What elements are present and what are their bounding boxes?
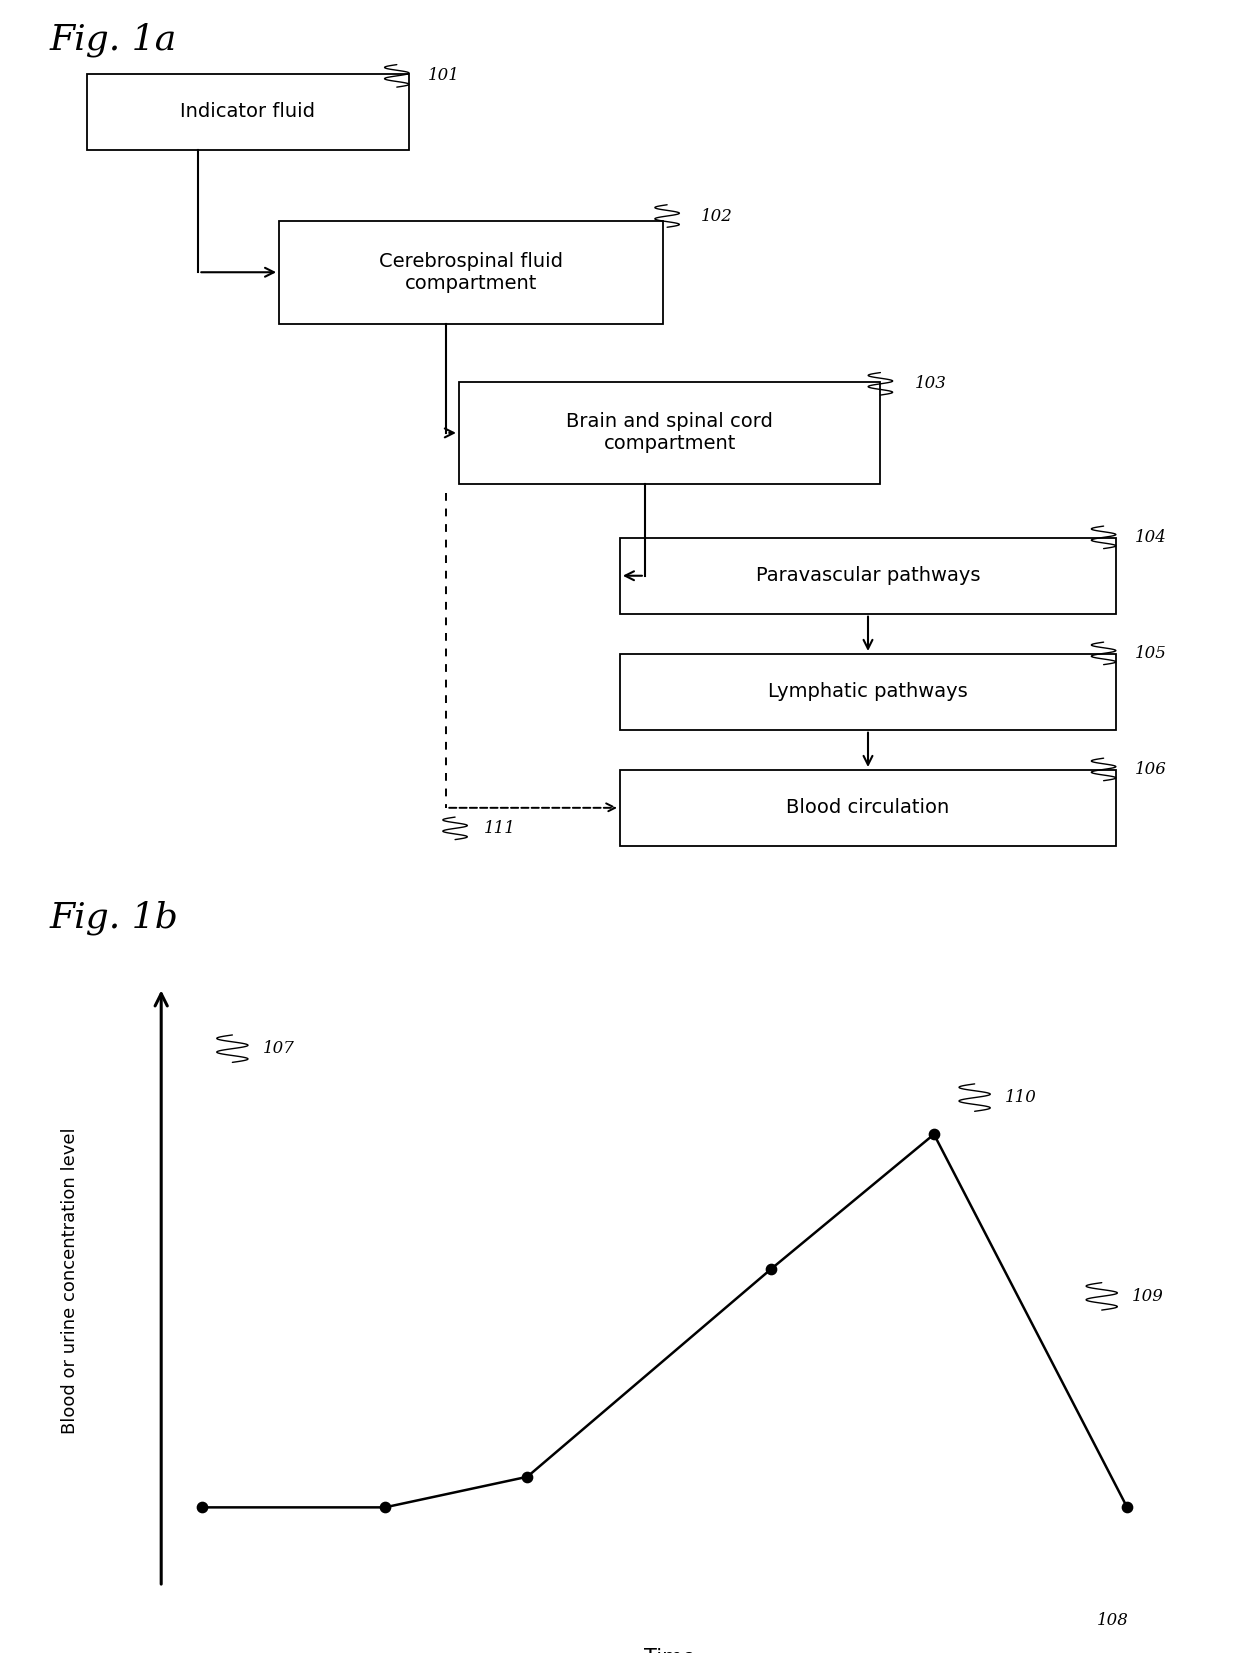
Text: 105: 105 [1135,645,1167,661]
Text: Blood or urine concentration level: Blood or urine concentration level [61,1127,78,1435]
Text: 102: 102 [701,208,733,225]
Bar [459,382,880,484]
Point [192,1494,212,1521]
Text: 101: 101 [428,68,460,84]
Text: Fig. 1a: Fig. 1a [50,23,177,56]
Text: 108: 108 [1096,1612,1128,1628]
Point [1117,1494,1137,1521]
Text: Blood circulation: Blood circulation [786,798,950,817]
Point [761,1256,781,1283]
Point [924,1121,944,1147]
Point [517,1463,537,1489]
Text: Paravascular pathways: Paravascular pathways [755,567,981,585]
Text: Lymphatic pathways: Lymphatic pathways [768,683,968,701]
Text: 103: 103 [915,375,947,392]
Bar [620,770,1116,846]
Text: 107: 107 [263,1040,295,1058]
Text: 109: 109 [1132,1288,1164,1304]
Bar [620,537,1116,613]
Bar [279,222,663,324]
Text: Brain and spinal cord
compartment: Brain and spinal cord compartment [567,412,773,453]
Text: Cerebrospinal fluid
compartment: Cerebrospinal fluid compartment [379,251,563,293]
Text: 111: 111 [484,820,516,836]
Text: 110: 110 [1006,1089,1037,1106]
Bar [620,655,1116,729]
Bar [87,74,409,149]
Point [374,1494,394,1521]
Text: 106: 106 [1135,760,1167,779]
Text: Time: Time [644,1648,696,1653]
Text: Indicator fluid: Indicator fluid [181,102,315,121]
Text: 104: 104 [1135,529,1167,545]
Text: Fig. 1b: Fig. 1b [50,901,179,936]
